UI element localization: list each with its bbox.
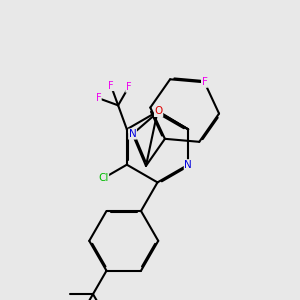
Text: F: F (126, 82, 131, 92)
Text: F: F (96, 93, 101, 103)
Text: F: F (108, 81, 114, 91)
Text: F: F (202, 77, 207, 87)
Text: N: N (184, 160, 192, 170)
Text: O: O (154, 106, 163, 116)
Text: Cl: Cl (98, 173, 109, 183)
Text: N: N (129, 129, 136, 139)
